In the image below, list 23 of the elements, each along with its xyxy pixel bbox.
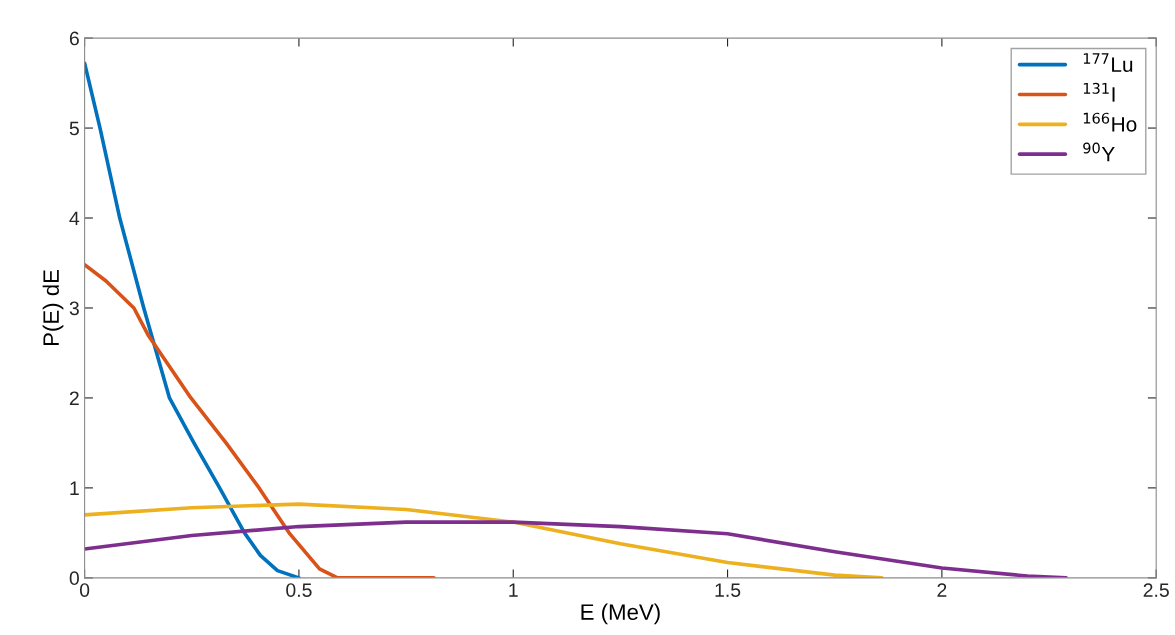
y-axis-title: P(E) dE bbox=[42, 270, 64, 346]
legend-label: $^{177}$Lu bbox=[1083, 53, 1133, 73]
legend-label: $^{131}$I bbox=[1083, 82, 1115, 102]
y-tick-label: 2 bbox=[69, 391, 79, 405]
x-tick-label: 0 bbox=[79, 583, 90, 597]
line-series bbox=[84, 61, 301, 578]
x-tick-label: 2.5 bbox=[1143, 583, 1169, 597]
y-tick-label: 4 bbox=[69, 211, 80, 226]
line-series bbox=[84, 520, 1068, 578]
y-tick-label: 3 bbox=[69, 301, 79, 316]
line-series bbox=[84, 262, 436, 578]
x-tick-label: 2 bbox=[937, 583, 947, 597]
y-tick-label: 0 bbox=[69, 571, 79, 586]
x-axis-title: E (MeV) bbox=[581, 603, 660, 625]
y-tick-label: 1 bbox=[70, 481, 79, 495]
y-tick-label: 6 bbox=[69, 31, 79, 46]
x-tick-label: 1.5 bbox=[715, 583, 741, 597]
legend-label: $^{166}$Ho bbox=[1083, 112, 1137, 132]
line-series bbox=[84, 502, 884, 578]
legend-label: $^{90}$Y bbox=[1083, 142, 1115, 162]
x-tick-label: 0.5 bbox=[286, 583, 312, 597]
x-tick-label: 1 bbox=[509, 583, 518, 597]
y-tick-label: 5 bbox=[69, 121, 79, 136]
